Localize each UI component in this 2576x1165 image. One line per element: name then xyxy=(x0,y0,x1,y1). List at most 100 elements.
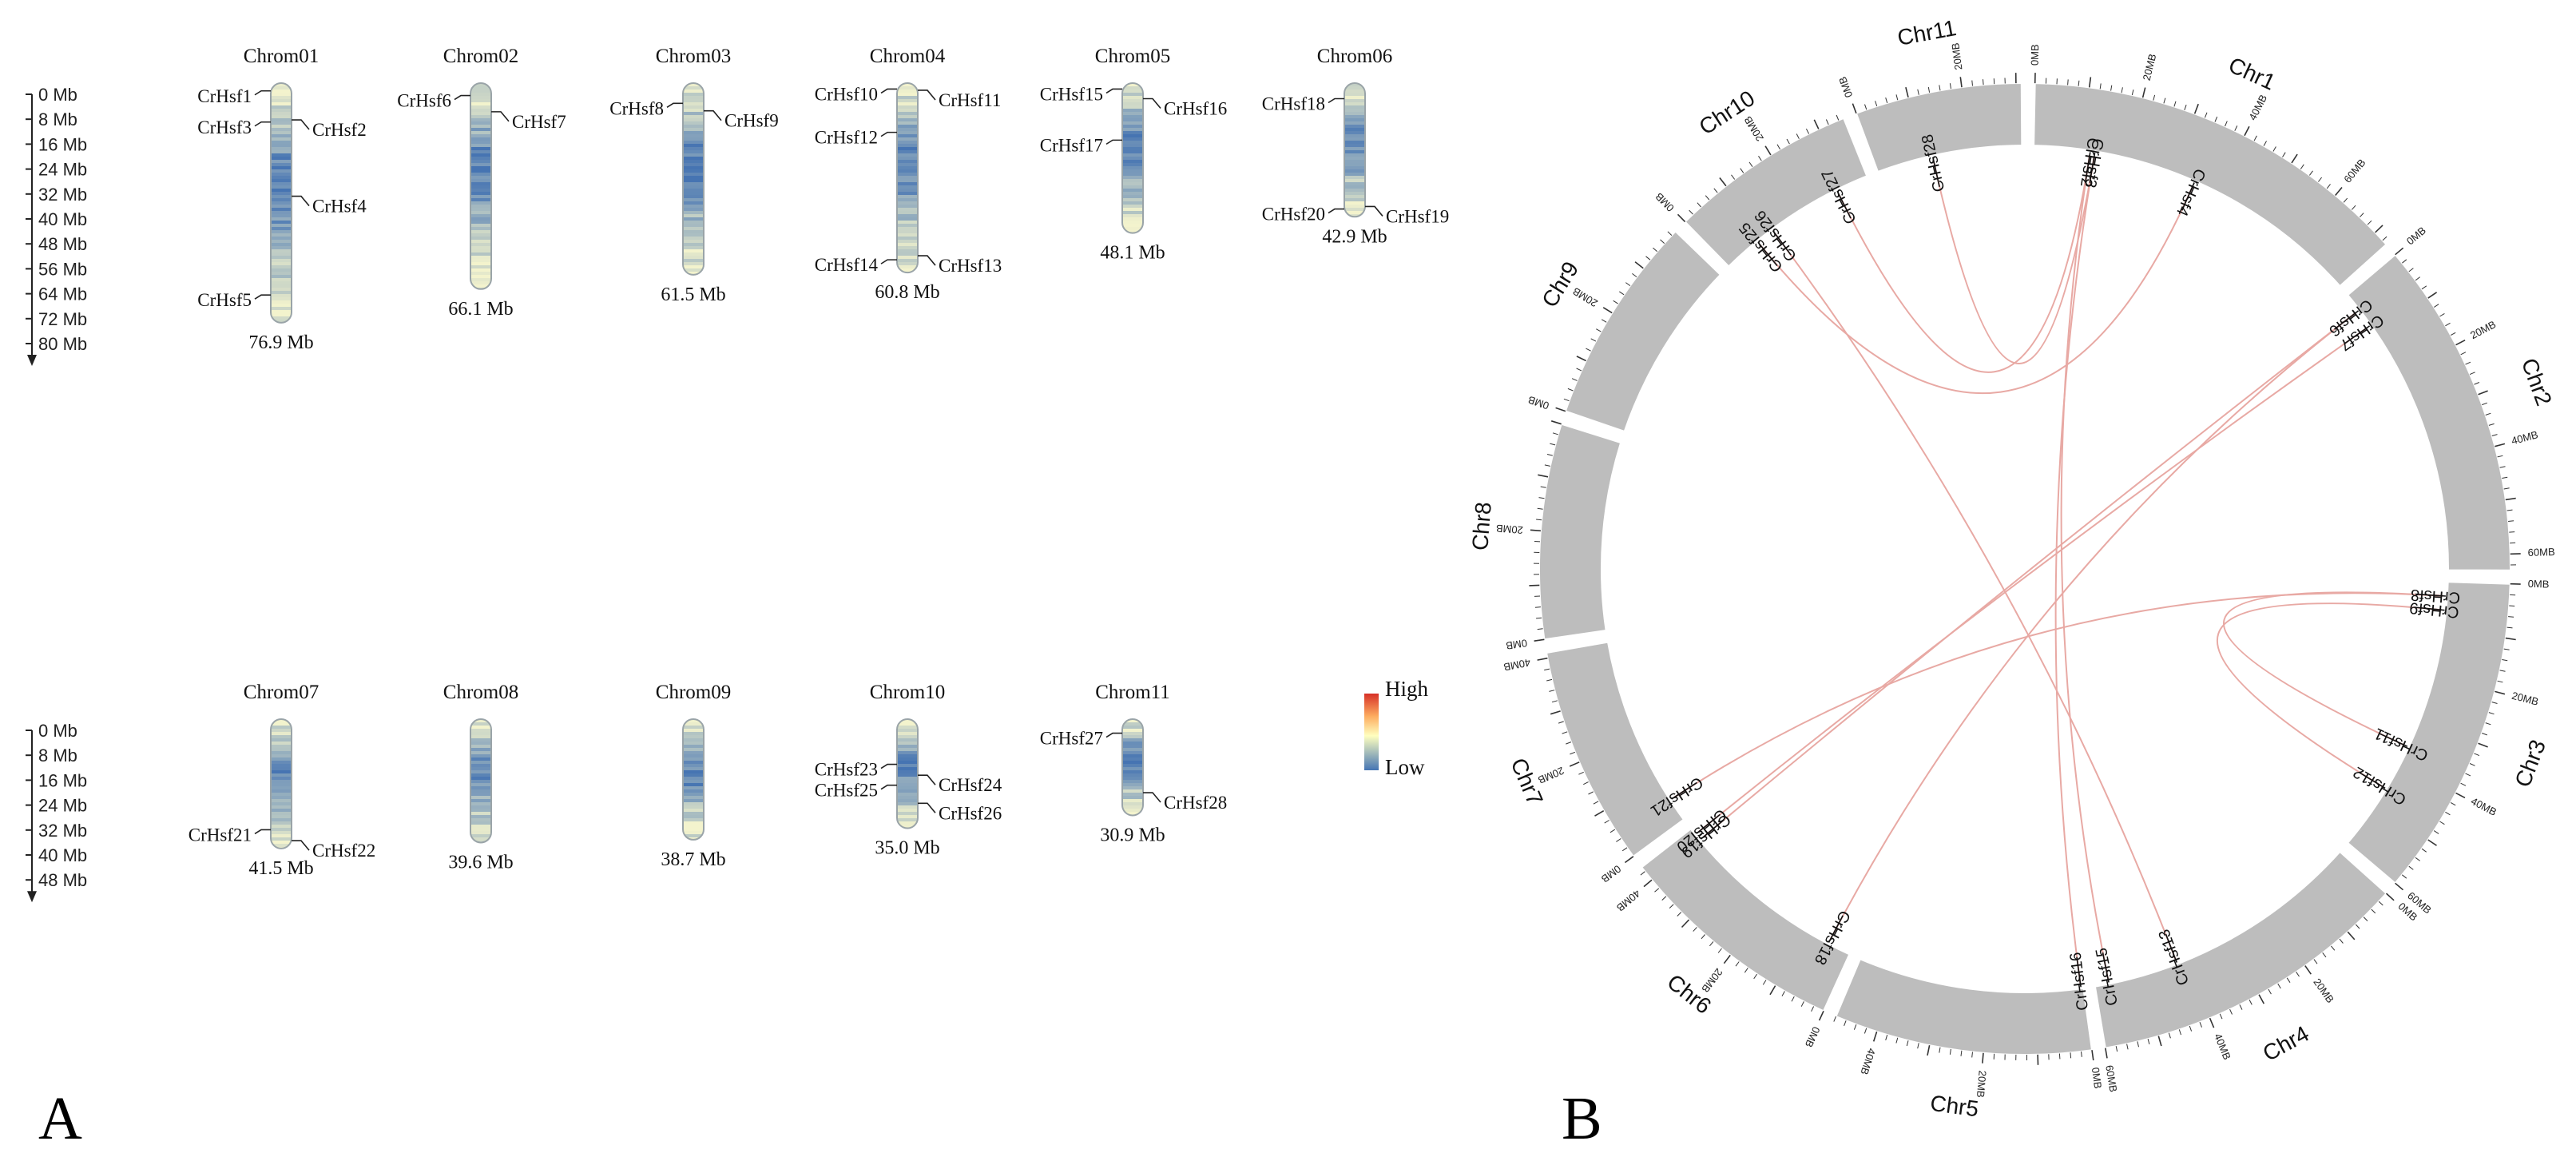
circos-tick xyxy=(1534,606,1541,608)
scale-tick-label: 8 Mb xyxy=(38,109,77,129)
circos-tick xyxy=(1538,497,1545,499)
circos-tick xyxy=(1654,888,1660,893)
legend-gradient-bar xyxy=(1364,694,1379,770)
circos-tick xyxy=(2382,236,2387,241)
gene-label: CrHsf24 xyxy=(939,775,1002,795)
circos-tick xyxy=(1536,519,1542,521)
circos-tick xyxy=(1939,85,1941,91)
circos-tick xyxy=(1604,820,1610,824)
gene-tick xyxy=(292,840,310,851)
chromosome-name: Chrom09 xyxy=(656,682,731,703)
circos-tick xyxy=(2455,792,2466,799)
circos-tick xyxy=(2304,965,2312,975)
circos-tick-label: 0MB xyxy=(1803,1025,1823,1050)
circos-tick xyxy=(1753,973,1758,980)
circos-gene-label: CrHsf8 xyxy=(2410,586,2461,606)
gene-marker-crhsf26: CrHsf26 xyxy=(918,802,1002,823)
circos-tick xyxy=(2249,999,2253,1005)
chromosome-band xyxy=(1684,117,1868,268)
scale-tick-label: 0 Mb xyxy=(38,85,77,105)
gene-marker-crhsf24: CrHsf24 xyxy=(918,774,1002,795)
circos-gene-tick xyxy=(2334,310,2360,330)
gene-tick xyxy=(880,763,897,769)
circos-tick xyxy=(2239,1004,2243,1010)
circos-tick xyxy=(1602,307,1613,314)
chromosome-name: Chrom08 xyxy=(443,682,518,703)
circos-tick xyxy=(1537,657,1548,661)
chromosome-outline xyxy=(682,718,705,841)
circos-tick xyxy=(1949,1048,1951,1055)
gene-tick xyxy=(1105,139,1122,145)
density-bands xyxy=(1122,83,1143,233)
chromosome-outline xyxy=(470,82,492,290)
circos-tick xyxy=(2499,466,2506,468)
circos-tick-label: 40MB xyxy=(2246,93,2269,122)
gene-label: CrHsf5 xyxy=(197,290,252,310)
synteny-link-crhsf9-crhsf12 xyxy=(2216,602,2442,788)
circos-gene-tick xyxy=(2415,593,2446,597)
circos-tick xyxy=(2147,1038,2150,1045)
circos-tick xyxy=(1796,133,1800,139)
circos-tick xyxy=(2070,1052,2072,1059)
density-bands xyxy=(470,719,491,843)
circos-tick xyxy=(2367,220,2372,225)
circos-tick xyxy=(1825,119,1829,125)
circos-tick xyxy=(2478,742,2488,748)
gene-tick xyxy=(880,784,897,790)
chromosome-outline xyxy=(1121,82,1144,234)
chromosome-chrom07: Chrom07 41.5 Mb CrHsf21 CrHsf22 xyxy=(189,682,375,879)
density-bands xyxy=(470,83,491,289)
circos-tick xyxy=(1701,934,1705,940)
scale-tick-label: 32 Mb xyxy=(38,821,87,841)
circos-tick xyxy=(2495,690,2506,695)
circos-tick xyxy=(2253,135,2257,141)
circos-tick xyxy=(1758,156,1762,161)
circos-tick xyxy=(2450,801,2456,806)
circos-tick xyxy=(2219,1013,2223,1020)
circos-tick xyxy=(2385,893,2395,901)
gene-marker-crhsf5: CrHsf5 xyxy=(197,290,271,310)
gene-tick xyxy=(880,131,897,137)
scale-arrow-icon xyxy=(27,355,37,366)
circos-tick xyxy=(2509,531,2515,533)
synteny-link-crhsf8-crhsf11 xyxy=(2223,591,2443,746)
circos-tick-label: 0MB xyxy=(1505,637,1528,652)
circos-tick xyxy=(1544,668,1550,671)
circos-tick xyxy=(1811,1006,1815,1012)
circos-tick xyxy=(1558,721,1564,724)
circos-gene-tick xyxy=(1828,915,1844,943)
circos-tick xyxy=(2427,839,2437,846)
circos-tick xyxy=(1569,761,1580,767)
gene-marker-crhsf17: CrHsf17 xyxy=(1040,135,1122,155)
circos-tick xyxy=(2355,924,2360,929)
circos-tick xyxy=(1864,1028,1868,1034)
chromosome-size-label: 66.1 Mb xyxy=(448,299,513,320)
chromosome-size-label: 41.5 Mb xyxy=(248,858,313,879)
gene-tick xyxy=(880,259,897,264)
circos-tick xyxy=(2460,782,2467,786)
circos-tick xyxy=(1971,80,1973,86)
circos-tick xyxy=(1619,291,1625,296)
gene-tick xyxy=(1328,97,1344,104)
circos-tick xyxy=(1538,474,1549,478)
chromosome-chrom09: Chrom09 38.7 Mb xyxy=(656,682,731,870)
circos-tick xyxy=(1764,145,1772,156)
circos-tick xyxy=(2105,1048,2108,1059)
gene-label: CrHsf6 xyxy=(397,91,451,111)
scale-bar-top: 0 Mb 8 Mb 16 Mb 24 Mb 32 Mb 40 Mb 48 Mb 56 Mb 64… xyxy=(26,85,87,366)
circos-tick-label: 20MB xyxy=(2311,976,2336,1005)
circos-tick xyxy=(1853,1024,1857,1030)
circos-tick xyxy=(2141,87,2146,98)
circos-tick xyxy=(2099,83,2102,89)
circos-tick xyxy=(2474,382,2480,385)
gene-marker-crhsf6: CrHsf6 xyxy=(397,91,470,111)
synteny-link-crhsf21-crhsf8 xyxy=(1673,592,2443,798)
gene-label: CrHsf2 xyxy=(312,120,367,140)
circos-tick xyxy=(2199,1022,2202,1028)
chromosome-size-label: 30.9 Mb xyxy=(1100,825,1165,846)
circos-tick xyxy=(2505,497,2516,501)
density-bands xyxy=(897,83,918,273)
circos-tick xyxy=(2503,648,2510,650)
panel-a-label: A xyxy=(38,1085,82,1152)
